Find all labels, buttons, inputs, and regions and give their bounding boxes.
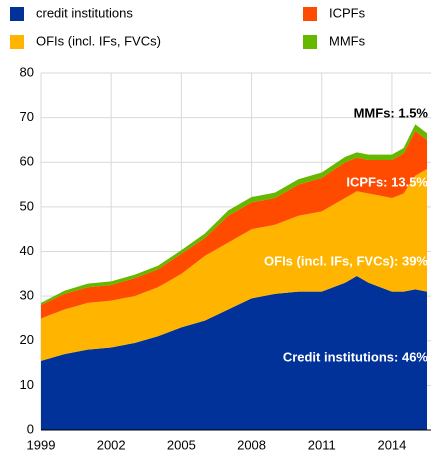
annotation: OFIs (incl. IFs, FVCs): 39%: [264, 253, 428, 268]
area: [41, 276, 428, 430]
y-tick-label: 30: [20, 288, 34, 303]
annotation: MMFs: 1.5%: [354, 105, 429, 120]
legend-label: OFIs (incl. IFs, FVCs): [36, 33, 161, 48]
x-tick-label: 2005: [167, 437, 196, 452]
legend-swatch: [10, 7, 24, 21]
legend-label: credit institutions: [36, 5, 133, 20]
legend-label: ICPFs: [329, 5, 366, 20]
y-tick-label: 20: [20, 332, 34, 347]
y-tick-label: 70: [20, 109, 34, 124]
y-tick-label: 40: [20, 243, 34, 258]
x-tick-label: 2014: [377, 437, 406, 452]
area: [41, 124, 428, 306]
x-tick-label: 2011: [308, 437, 336, 452]
y-tick-label: 80: [20, 64, 34, 79]
area: [41, 131, 428, 319]
area: [41, 168, 428, 361]
x-tick-label: 2002: [97, 437, 126, 452]
legend-swatch: [10, 35, 24, 49]
x-tick-label: 2008: [237, 437, 266, 452]
x-tick-label: 1999: [27, 437, 56, 452]
y-tick-label: 50: [20, 198, 34, 213]
annotation: Credit institutions: 46%: [283, 349, 429, 364]
annotation: ICPFs: 13.5%: [346, 174, 428, 189]
legend-swatch: [303, 35, 317, 49]
y-tick-label: 10: [20, 377, 34, 392]
legend-swatch: [303, 7, 317, 21]
y-tick-label: 0: [27, 421, 34, 436]
legend-label: MMFs: [329, 33, 366, 48]
y-tick-label: 60: [20, 154, 34, 169]
